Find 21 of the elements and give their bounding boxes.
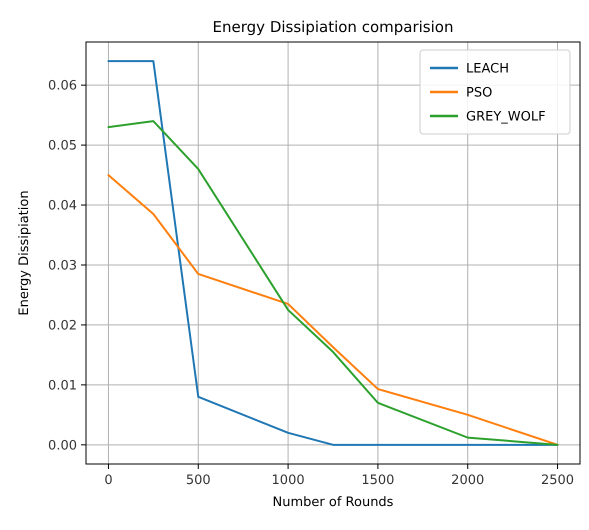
- line-series: [107, 174, 559, 446]
- legend-label: LEACH: [466, 62, 509, 77]
- line-series: [107, 60, 559, 446]
- x-tick-label: 2500: [541, 473, 574, 488]
- y-tick-label: 0.05: [48, 138, 77, 154]
- y-tick-label: 0.03: [48, 258, 77, 274]
- y-axis-title: Energy Dissipiation: [17, 190, 32, 316]
- x-axis-title: Number of Rounds: [272, 495, 394, 510]
- x-tick-label: 0: [104, 473, 113, 488]
- legend-label: GREY_WOLF: [466, 110, 546, 125]
- y-tick-label: 0.06: [48, 78, 77, 94]
- x-tick-label: 500: [186, 473, 211, 488]
- legend-label: PSO: [466, 86, 492, 101]
- chart-title: Energy Dissipiation comparision: [212, 18, 454, 36]
- y-tick-label: 0.01: [48, 378, 77, 394]
- y-tick-label: 0.00: [48, 438, 77, 454]
- x-tick-label: 1000: [272, 473, 305, 488]
- y-tick-label: 0.02: [48, 318, 77, 334]
- y-tick-label: 0.04: [48, 198, 77, 214]
- x-tick-label: 2000: [451, 473, 484, 488]
- x-tick-label: 1500: [361, 473, 394, 488]
